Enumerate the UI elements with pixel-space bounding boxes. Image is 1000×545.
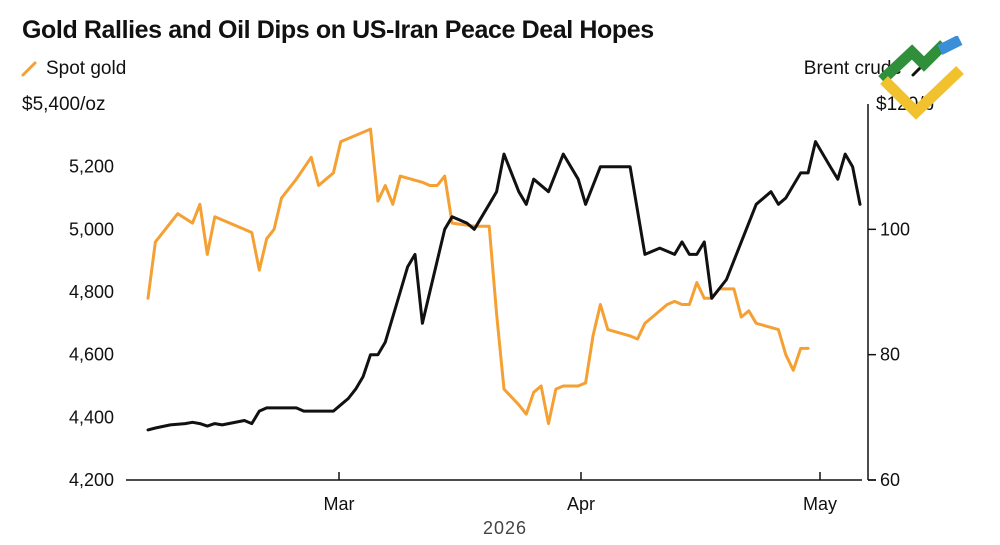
chart-title: Gold Rallies and Oil Dips on US-Iran Pea… [22, 16, 654, 44]
left-axis-tick-label: 5,200 [69, 157, 114, 177]
gold-line-swatch-icon [21, 61, 37, 77]
x-axis-year-label: 2026 [483, 518, 527, 538]
x-axis-tick-label: Mar [324, 494, 355, 514]
left-axis-tick-label: 5,000 [69, 219, 114, 239]
right-axis-tick-label: 60 [880, 470, 900, 490]
corner-brand-logo-icon [878, 36, 964, 120]
x-axis-tick-label: May [803, 494, 837, 514]
left-axis-tick-label: 4,200 [69, 470, 114, 490]
legend-spot-gold-label: Spot gold [46, 58, 127, 79]
x-axis-tick-label: Apr [567, 494, 595, 514]
legend-spot-gold: Spot gold [20, 58, 126, 80]
tick-labels-group: 4,200 4,400 4,600 4,800 5,000 5,200 60 80 100 Mar… [69, 157, 910, 538]
axes-group [126, 104, 876, 481]
brent-crude-series-line [146, 140, 862, 432]
left-axis-unit-label: $5,400/oz [22, 94, 106, 115]
left-axis-tick-label: 4,400 [69, 407, 114, 427]
right-axis-tick-label: 100 [880, 219, 910, 239]
legend-brent-crude-label: Brent crude [803, 58, 902, 79]
left-axis-tick-label: 4,800 [69, 282, 114, 302]
series-group [146, 127, 862, 432]
right-axis-tick-label: 80 [880, 345, 900, 365]
left-axis-tick-label: 4,600 [69, 345, 114, 365]
